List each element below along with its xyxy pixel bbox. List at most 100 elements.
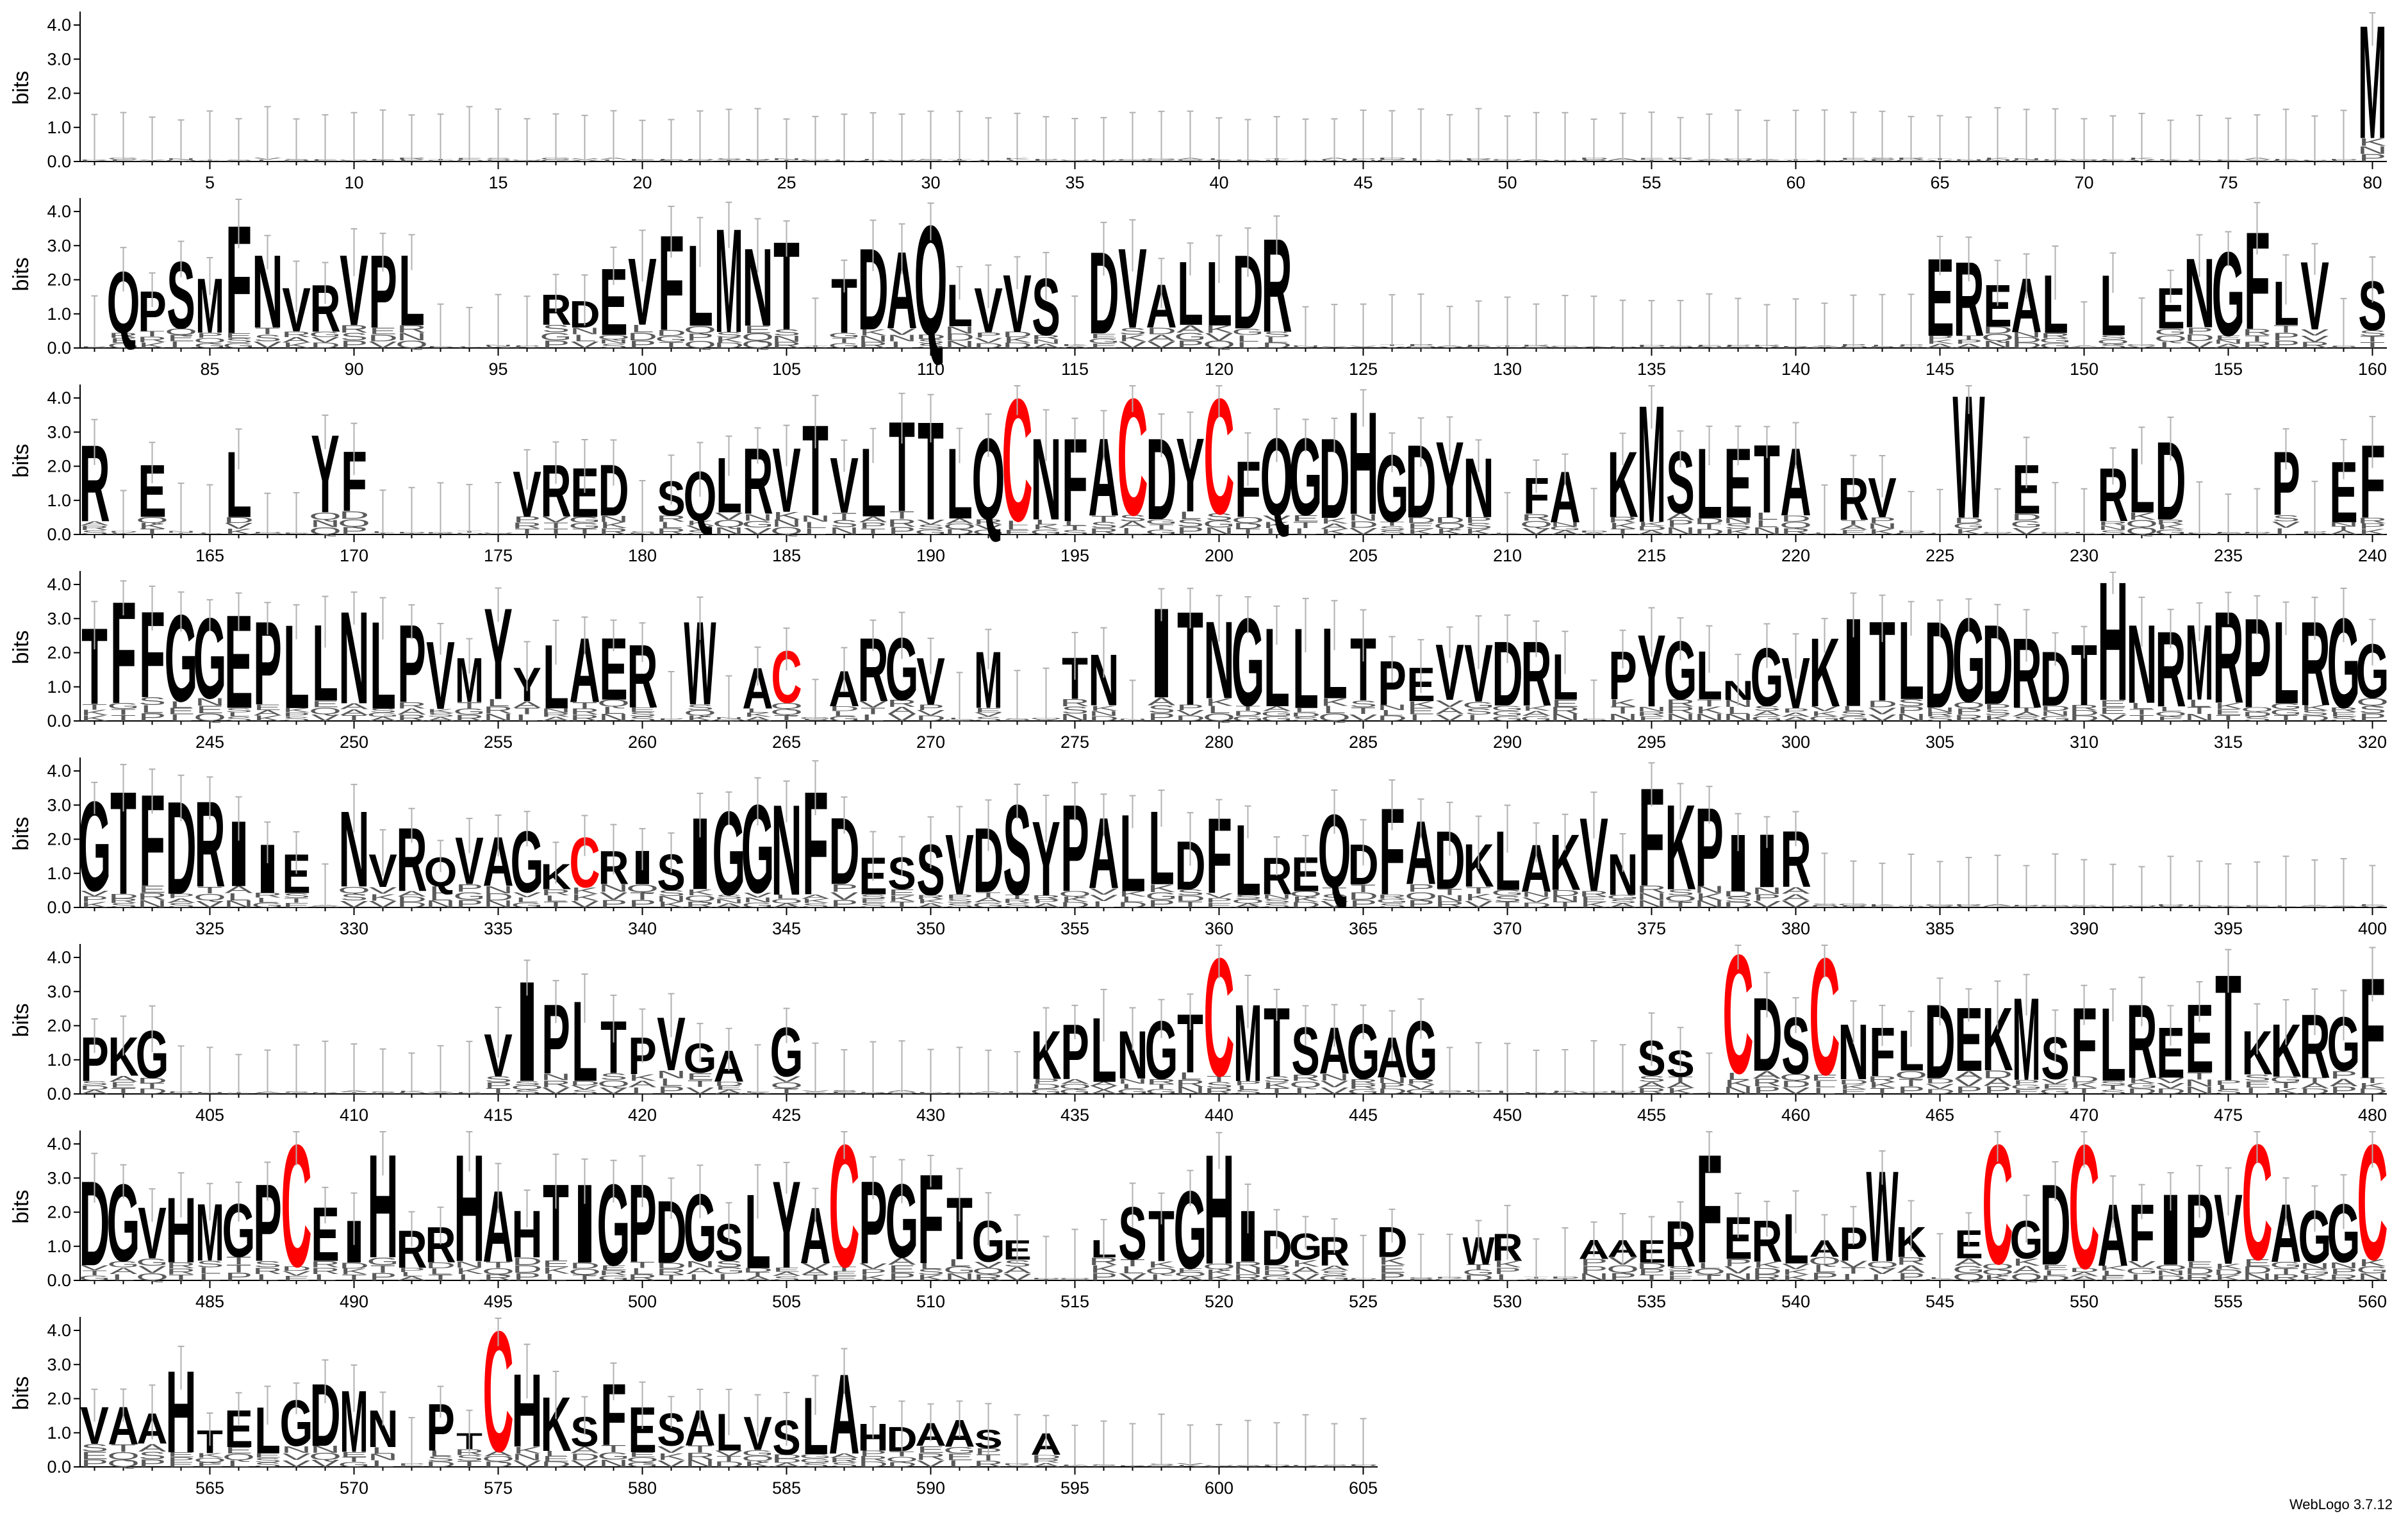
logo-minor-letter: K xyxy=(1868,527,1897,536)
x-tick-label: 130 xyxy=(1493,360,1522,379)
x-tick-label: 420 xyxy=(628,1105,657,1125)
logo-minor-letter: T xyxy=(861,706,886,716)
logo-minor-letter: R xyxy=(887,517,917,529)
x-tick-label: 160 xyxy=(2358,360,2387,379)
logo-minor-letter: K xyxy=(2359,527,2387,536)
logo-minor-letter: K xyxy=(1321,517,1349,525)
logo-minor-letter: D xyxy=(2011,336,2041,344)
x-tick-label: 485 xyxy=(195,1292,224,1311)
logo-minor-letter: N xyxy=(598,338,629,345)
logo-minor-letter: D xyxy=(1435,516,1465,525)
logo-minor-letter: A xyxy=(1840,524,1868,531)
logo-minor-letter: E xyxy=(167,706,195,716)
y-tick-label: 1.0 xyxy=(47,864,71,883)
logo-minor-letter: K xyxy=(283,707,311,713)
logo-minor-letter: T xyxy=(861,527,886,536)
logo-minor-letter: N xyxy=(1867,522,1897,531)
x-tick-label: 515 xyxy=(1060,1292,1089,1311)
x-tick-label: 60 xyxy=(1786,173,1805,192)
logo-minor-letter: A xyxy=(1638,529,1666,536)
x-tick-label: 185 xyxy=(772,546,801,565)
logo-row: 0.0 1.0 2.0 3.0 4.0 bits 5 10 15 20 25 30 35 40 45 50 55… xyxy=(9,0,2387,192)
logo-minor-letter: K xyxy=(225,527,253,536)
logo-minor-letter: D xyxy=(1406,516,1436,525)
y-tick-label: 4.0 xyxy=(47,761,71,781)
logo-minor-letter: R xyxy=(108,331,138,339)
logo-minor-letter: D xyxy=(627,331,657,343)
x-tick-label: 145 xyxy=(1926,360,1954,379)
logo-minor-letter: N xyxy=(714,525,744,537)
y-tick-label: 0.0 xyxy=(47,1457,71,1477)
x-tick-label: 25 xyxy=(777,173,796,192)
logo-minor-letter: R xyxy=(512,521,542,531)
logo-minor-letter: L xyxy=(1265,527,1288,537)
logo-minor-letter: E xyxy=(254,703,282,712)
logo-minor-letter: G xyxy=(194,342,226,349)
logo-minor-letter: S xyxy=(629,715,657,722)
logo-minor-letter: S xyxy=(225,707,253,714)
logo-row: 0.0 1.0 2.0 3.0 4.0 bits 85 90 95 100 105 110 115 120… xyxy=(9,193,2387,379)
x-tick-label: 250 xyxy=(340,732,368,752)
logo-minor-letter: K xyxy=(657,719,686,721)
logo-minor-letter: D xyxy=(1694,517,1724,525)
logo-minor-letter: T xyxy=(1697,522,1722,531)
x-tick-label: 450 xyxy=(1493,1105,1522,1125)
logo-minor-letter: S xyxy=(254,333,282,343)
y-tick-label: 4.0 xyxy=(47,15,71,35)
x-tick-label: 170 xyxy=(340,546,368,565)
logo-minor-letter: D xyxy=(2213,533,2243,534)
logo-minor-letter: D xyxy=(339,509,369,522)
logo-row: 0.0 1.0 2.0 3.0 4.0 bits 165 170 175 180 185 190 195… xyxy=(9,358,2387,565)
logo-minor-letter: L xyxy=(227,711,250,718)
logo-minor-letter: L xyxy=(1669,159,1692,162)
x-tick-label: 545 xyxy=(1926,1292,1954,1311)
x-tick-label: 295 xyxy=(1637,732,1666,752)
logo-minor-letter: R xyxy=(1089,527,1119,536)
logo-minor-letter: P xyxy=(859,521,887,531)
x-tick-label: 305 xyxy=(1926,732,1954,752)
logo-minor-letter: Q xyxy=(1837,159,1870,161)
logo-minor-letter: L xyxy=(169,700,192,710)
x-tick-label: 355 xyxy=(1060,919,1089,938)
logo-minor-letter: Q xyxy=(1433,522,1466,531)
logo-minor-letter: T xyxy=(169,532,194,534)
logo-minor-letter: D xyxy=(1319,347,1349,348)
y-tick-label: 2.0 xyxy=(47,643,71,663)
logo-minor-letter: V xyxy=(859,160,887,161)
logo-minor-letter: S xyxy=(1205,511,1233,522)
logo-minor-letter: R xyxy=(1579,347,1609,349)
logo-minor-letter: S xyxy=(196,160,224,161)
logo-minor-letter: R xyxy=(1233,160,1263,161)
logo-minor-letter: L xyxy=(1034,518,1057,526)
logo-minor-letter: R xyxy=(2098,520,2128,527)
logo-minor-letter: Q xyxy=(309,511,342,522)
logo-minor-letter: P xyxy=(2301,160,2329,161)
logo-minor-letter: S xyxy=(1119,513,1147,524)
logo-minor-letter: E xyxy=(225,332,253,340)
logo-minor-letter: L xyxy=(1063,520,1086,527)
logo-minor-letter: L xyxy=(602,159,625,162)
logo-minor-letter: S xyxy=(542,323,570,335)
logo-minor-letter: N xyxy=(1319,159,1349,162)
x-tick-label: 430 xyxy=(916,1105,945,1125)
logo-minor-letter: L xyxy=(1784,160,1807,162)
logo-minor-letter: Q xyxy=(1981,332,2014,343)
logo-minor-letter: Q xyxy=(1520,519,1553,530)
y-axis-label: bits xyxy=(9,71,33,105)
logo-minor-letter: N xyxy=(1665,525,1695,537)
logo-minor-letter: S xyxy=(283,716,311,722)
logo-minor-letter: G xyxy=(222,342,255,349)
x-tick-label: 340 xyxy=(628,919,657,938)
logo-minor-letter: A xyxy=(1551,529,1579,536)
logo-minor-letter: A xyxy=(946,517,975,525)
logo-minor-letter: A xyxy=(2157,160,2185,162)
logo-minor-letter: R xyxy=(1291,161,1321,162)
logo-minor-letter: E xyxy=(2330,160,2358,161)
logo-minor-letter: Q xyxy=(1779,520,1812,531)
logo-minor-letter: L xyxy=(169,340,192,350)
logo-minor-letter: N xyxy=(627,533,657,535)
x-tick-label: 125 xyxy=(1349,360,1378,379)
logo-minor-letter: E xyxy=(1090,332,1118,340)
